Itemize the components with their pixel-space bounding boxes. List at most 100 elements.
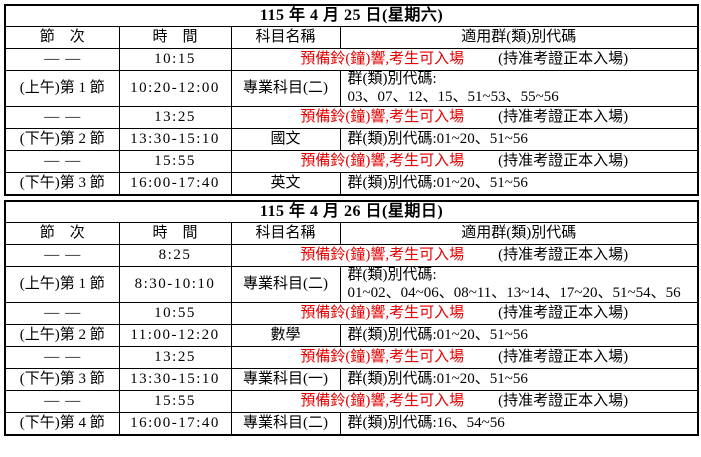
session-cell: ——	[4, 244, 120, 267]
subject-cell: 英文	[230, 172, 341, 196]
dash-text: ——	[44, 349, 87, 366]
codes-values: 03、07、12、15、51~53、55~56	[347, 88, 559, 105]
admission-note: (持准考證正本入場)	[498, 153, 629, 170]
codes-label: 群(類)別代碼:	[347, 267, 437, 284]
dash-text: ——	[44, 153, 87, 170]
col-header-session: 節 次	[4, 222, 120, 245]
time-cell: 11:00-12:20	[118, 324, 232, 347]
subject-cell: 專業科目(一)	[230, 368, 341, 391]
admission-note: (持准考證正本入場)	[498, 109, 629, 126]
session-cell: (上午)第 1 節	[4, 266, 120, 303]
time-cell: 16:00-17:40	[118, 412, 232, 436]
session-cell: (下午)第 3 節	[4, 368, 120, 391]
bell-row: —— 13:25 預備鈴(鐘)響,考生可入場 (持准考證正本入場)	[4, 346, 699, 369]
exam-row: (上午)第 2 節 11:00-12:20 數學 群(類)別代碼:01~20、5…	[4, 324, 699, 347]
exam-row: (上午)第 1 節 8:30-10:10 專業科目(二) 群(類)別代碼: 01…	[4, 266, 699, 303]
time-cell: 15:55	[118, 390, 232, 413]
codes-cell: 群(類)別代碼:01~20、51~56	[339, 128, 699, 151]
bell-notice-cell: 預備鈴(鐘)響,考生可入場 (持准考證正本入場)	[230, 48, 699, 71]
bell-notice-cell: 預備鈴(鐘)響,考生可入場 (持准考證正本入場)	[230, 244, 699, 267]
col-header-time: 時 間	[118, 26, 232, 49]
session-cell: ——	[4, 48, 120, 71]
exam-schedule-table-day1: 115 年 4 月 25 日(星期六) 節 次 時 間 科目名稱 適用群(類)別…	[4, 4, 700, 196]
col-header-time: 時 間	[118, 222, 232, 245]
dash-text: ——	[44, 305, 87, 322]
bell-notice-text: 預備鈴(鐘)響,考生可入場	[300, 109, 465, 126]
session-cell: (下午)第 2 節	[4, 128, 120, 151]
time-cell: 8:30-10:10	[118, 266, 232, 303]
subject-cell: 專業科目(二)	[230, 70, 341, 107]
exam-schedule-sheet: 115 年 4 月 25 日(星期六) 節 次 時 間 科目名稱 適用群(類)別…	[4, 4, 700, 436]
time-cell: 13:25	[118, 346, 232, 369]
subject-cell: 國文	[230, 128, 341, 151]
bell-notice-cell: 預備鈴(鐘)響,考生可入場 (持准考證正本入場)	[230, 150, 699, 173]
session-cell: ——	[4, 302, 120, 325]
time-cell: 8:25	[118, 244, 232, 267]
admission-note: (持准考證正本入場)	[498, 349, 629, 366]
exam-row: (下午)第 2 節 13:30-15:10 國文 群(類)別代碼:01~20、5…	[4, 128, 699, 151]
dash-text: ——	[44, 247, 87, 264]
dash-text: ——	[44, 393, 87, 410]
codes-cell: 群(類)別代碼: 01~02、04~06、08~11、13~14、17~20、5…	[339, 266, 699, 303]
header-row: 節 次 時 間 科目名稱 適用群(類)別代碼	[4, 222, 699, 245]
bell-notice-text: 預備鈴(鐘)響,考生可入場	[300, 349, 465, 366]
time-cell: 13:25	[118, 106, 232, 129]
bell-notice-text: 預備鈴(鐘)響,考生可入場	[300, 51, 465, 68]
session-cell: (上午)第 2 節	[4, 324, 120, 347]
codes-cell: 群(類)別代碼:16、54~56	[339, 412, 699, 436]
table-title-row: 115 年 4 月 25 日(星期六)	[4, 4, 699, 27]
subject-cell: 數學	[230, 324, 341, 347]
bell-notice-cell: 預備鈴(鐘)響,考生可入場 (持准考證正本入場)	[230, 302, 699, 325]
dash-text: ——	[44, 51, 87, 68]
codes-cell: 群(類)別代碼: 03、07、12、15、51~53、55~56	[339, 70, 699, 107]
session-cell: (下午)第 3 節	[4, 172, 120, 196]
subject-cell: 專業科目(二)	[230, 266, 341, 303]
bell-row: —— 10:55 預備鈴(鐘)響,考生可入場 (持准考證正本入場)	[4, 302, 699, 325]
session-cell: (下午)第 4 節	[4, 412, 120, 436]
bell-row: —— 10:15 預備鈴(鐘)響,考生可入場 (持准考證正本入場)	[4, 48, 699, 71]
session-cell: ——	[4, 150, 120, 173]
dash-text: ——	[44, 109, 87, 126]
time-cell: 13:30-15:10	[118, 368, 232, 391]
bell-row: —— 15:55 預備鈴(鐘)響,考生可入場 (持准考證正本入場)	[4, 150, 699, 173]
table-title-row: 115 年 4 月 26 日(星期日)	[4, 200, 699, 223]
bell-notice-text: 預備鈴(鐘)響,考生可入場	[300, 305, 465, 322]
time-cell: 16:00-17:40	[118, 172, 232, 196]
codes-cell: 群(類)別代碼:01~20、51~56	[339, 368, 699, 391]
col-header-codes: 適用群(類)別代碼	[339, 26, 699, 49]
bell-notice-cell: 預備鈴(鐘)響,考生可入場 (持准考證正本入場)	[230, 346, 699, 369]
time-cell: 10:55	[118, 302, 232, 325]
table-title-day2: 115 年 4 月 26 日(星期日)	[4, 200, 699, 223]
bell-row: —— 15:55 預備鈴(鐘)響,考生可入場 (持准考證正本入場)	[4, 390, 699, 413]
time-cell: 10:20-12:00	[118, 70, 232, 107]
exam-row: (下午)第 3 節 16:00-17:40 英文 群(類)別代碼:01~20、5…	[4, 172, 699, 196]
bell-row: —— 8:25 預備鈴(鐘)響,考生可入場 (持准考證正本入場)	[4, 244, 699, 267]
session-cell: ——	[4, 346, 120, 369]
col-header-session: 節 次	[4, 26, 120, 49]
bell-notice-cell: 預備鈴(鐘)響,考生可入場 (持准考證正本入場)	[230, 390, 699, 413]
time-cell: 10:15	[118, 48, 232, 71]
header-row: 節 次 時 間 科目名稱 適用群(類)別代碼	[4, 26, 699, 49]
admission-note: (持准考證正本入場)	[498, 247, 629, 264]
session-cell: ——	[4, 390, 120, 413]
col-header-subject: 科目名稱	[230, 222, 341, 245]
exam-row: (上午)第 1 節 10:20-12:00 專業科目(二) 群(類)別代碼: 0…	[4, 70, 699, 107]
admission-note: (持准考證正本入場)	[498, 393, 629, 410]
bell-notice-text: 預備鈴(鐘)響,考生可入場	[300, 247, 465, 264]
session-cell: (上午)第 1 節	[4, 70, 120, 107]
table-title-day1: 115 年 4 月 25 日(星期六)	[4, 4, 699, 27]
exam-row: (下午)第 4 節 16:00-17:40 專業科目(二) 群(類)別代碼:16…	[4, 412, 699, 436]
bell-notice-text: 預備鈴(鐘)響,考生可入場	[300, 393, 465, 410]
codes-label: 群(類)別代碼:	[347, 71, 437, 88]
bell-row: —— 13:25 預備鈴(鐘)響,考生可入場 (持准考證正本入場)	[4, 106, 699, 129]
col-header-subject: 科目名稱	[230, 26, 341, 49]
admission-note: (持准考證正本入場)	[498, 51, 629, 68]
exam-row: (下午)第 3 節 13:30-15:10 專業科目(一) 群(類)別代碼:01…	[4, 368, 699, 391]
time-cell: 15:55	[118, 150, 232, 173]
bell-notice-text: 預備鈴(鐘)響,考生可入場	[300, 153, 465, 170]
codes-values: 01~02、04~06、08~11、13~14、17~20、51~54、56	[347, 284, 681, 301]
session-cell: ——	[4, 106, 120, 129]
codes-cell: 群(類)別代碼:01~20、51~56	[339, 172, 699, 196]
col-header-codes: 適用群(類)別代碼	[339, 222, 699, 245]
subject-cell: 專業科目(二)	[230, 412, 341, 436]
